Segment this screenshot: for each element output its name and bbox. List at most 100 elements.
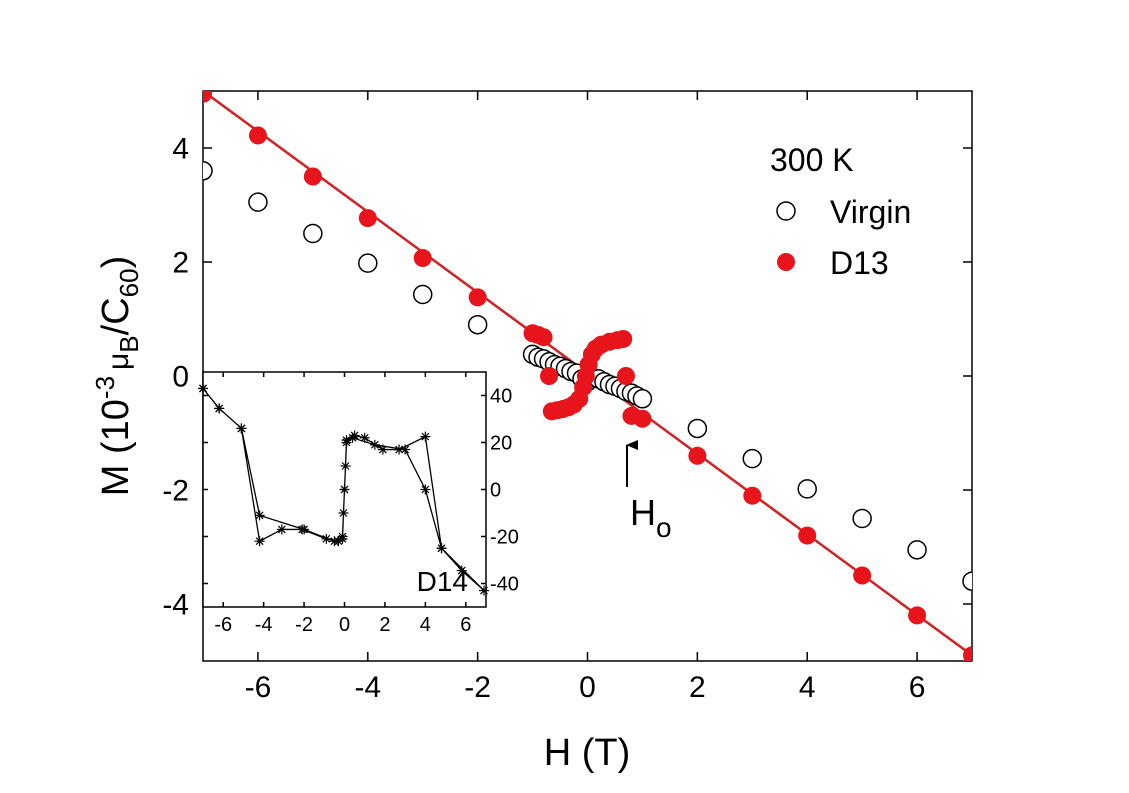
star-point (478, 585, 489, 596)
x-tick-label: 0 (579, 671, 596, 704)
filled-point (468, 288, 487, 307)
open-point (412, 284, 433, 305)
x-tick-label: -6 (214, 614, 232, 636)
legend-label: D13 (830, 245, 889, 281)
x-tick-label: 6 (909, 671, 926, 704)
filled-point (248, 126, 267, 145)
star-stroke (370, 440, 379, 449)
y-label-mu: μ (102, 353, 135, 370)
arrow-label-sub: o (656, 512, 672, 543)
star-stroke (255, 511, 264, 520)
star-stroke (237, 424, 246, 433)
x-tick-label: 2 (379, 614, 390, 636)
filled-point (963, 646, 972, 661)
star-point (214, 403, 225, 414)
inset-label: D14 (417, 566, 468, 597)
star-stroke (421, 485, 430, 494)
x-tick-label: 4 (420, 614, 431, 636)
y-label-sub: B (114, 335, 144, 352)
x-tick-label: 6 (460, 614, 471, 636)
filled-point (688, 446, 707, 465)
star-point (340, 461, 351, 471)
y-label-sup: -3 (90, 376, 120, 399)
open-point (303, 223, 323, 244)
legend-label: Virgin (830, 194, 911, 230)
star-stroke (277, 525, 286, 534)
y-tick-label: -40 (490, 574, 519, 596)
star-point (329, 536, 340, 547)
star-stroke (480, 586, 488, 595)
star-point (394, 444, 405, 455)
filled-point (358, 209, 377, 228)
star-stroke (457, 566, 466, 575)
star-stroke (215, 404, 224, 413)
open-point (852, 508, 872, 529)
open-point (742, 448, 763, 469)
star-point (400, 444, 411, 455)
temperature-label: 300 K (770, 142, 854, 178)
open-point (962, 571, 972, 591)
star-stroke (395, 445, 404, 454)
star-point (341, 437, 352, 448)
star-stroke (360, 433, 369, 442)
y-tick-label: 20 (490, 433, 512, 455)
open-point (358, 253, 378, 273)
star-stroke (338, 532, 347, 541)
star-stroke (401, 445, 410, 454)
star-stroke (342, 438, 351, 447)
x-tick-label: -2 (464, 671, 491, 704)
open-point (248, 192, 268, 212)
star-point (369, 439, 380, 450)
star-point (338, 508, 349, 518)
y-tick-label: 0 (490, 480, 501, 502)
star-point (299, 524, 310, 535)
star-stroke (421, 432, 430, 441)
arrow-label: Ho (630, 492, 672, 543)
open-point (797, 479, 817, 499)
y-tick-label: 4 (172, 133, 189, 166)
filled-point (303, 167, 322, 186)
star-stroke (300, 525, 308, 534)
open-point (687, 418, 708, 439)
star-stroke (340, 485, 349, 494)
y-tick-label: 0 (172, 361, 189, 394)
star-point (456, 565, 467, 576)
open-point (467, 314, 488, 335)
star-stroke (339, 509, 348, 517)
open-point (907, 540, 927, 560)
filled-point (908, 606, 927, 625)
star-point (359, 432, 370, 443)
y-label-sub: 60 (114, 268, 144, 297)
star-point (436, 543, 447, 554)
star-point (377, 444, 388, 455)
x-tick-label: 2 (689, 671, 706, 704)
series (203, 161, 972, 591)
star-point (321, 533, 332, 544)
x-tick-label: 4 (799, 671, 816, 704)
legend-marker (777, 253, 795, 271)
star-stroke (255, 537, 264, 546)
x-tick-label: -4 (255, 614, 273, 636)
x-tick-label: -4 (354, 671, 381, 704)
y-label-text: M (10 (95, 399, 137, 496)
star-stroke (437, 544, 446, 553)
filled-point (633, 409, 652, 428)
star-point (254, 536, 265, 547)
star-point (339, 484, 350, 495)
x-tick-label: -2 (295, 614, 313, 636)
arrow-label-main: H (630, 492, 656, 533)
filled-point (540, 367, 559, 385)
star-stroke (322, 534, 331, 543)
star-stroke (199, 384, 207, 393)
star-point (236, 423, 247, 434)
star-point (198, 383, 208, 394)
open-point (632, 389, 653, 409)
plot-frame (202, 371, 487, 608)
filled-point (413, 249, 432, 268)
star-stroke (348, 433, 357, 442)
y-label-text: ) (95, 256, 137, 269)
legend-marker (776, 201, 796, 221)
filled-point (798, 526, 817, 545)
star-stroke (341, 462, 350, 470)
